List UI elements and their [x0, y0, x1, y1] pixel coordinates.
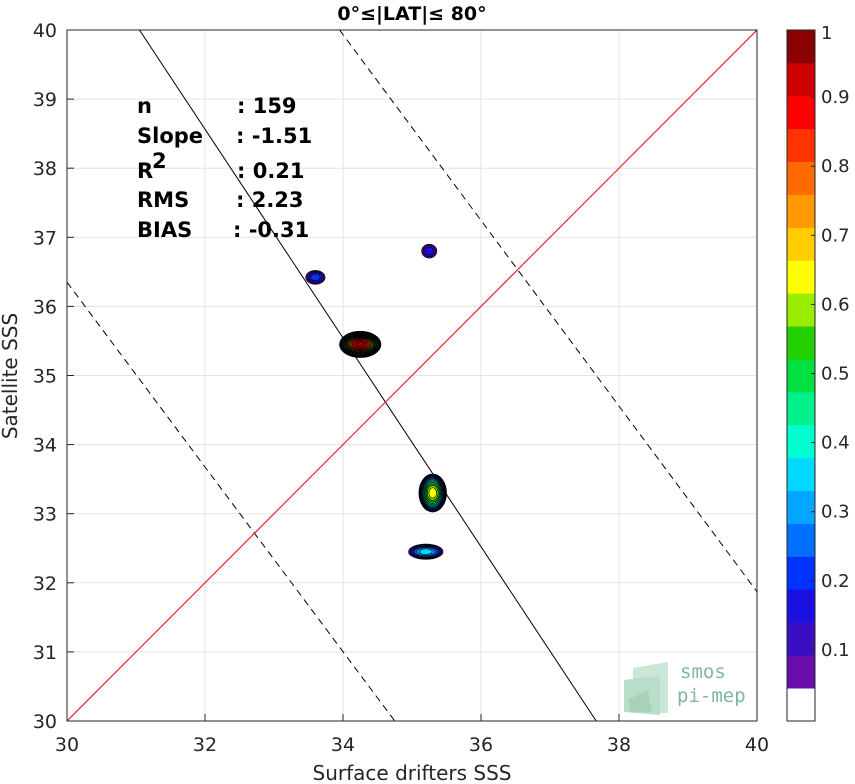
y-tick-label: 38 — [33, 158, 57, 180]
colorbar-segment — [787, 589, 815, 623]
colorbar-segment — [787, 622, 815, 656]
stat-label: n — [137, 94, 152, 118]
y-tick-label: 31 — [33, 642, 57, 664]
colorbar-segment — [787, 391, 815, 426]
colorbar-tick-label: 0.6 — [821, 294, 850, 315]
y-tick-label: 36 — [33, 296, 57, 318]
y-tick-label: 37 — [33, 227, 57, 249]
one-to-one-line — [67, 30, 757, 721]
y-axis-ticks: 30 31 32 33 34 35 36 37 38 39 40 — [33, 20, 74, 733]
colorbar-tick-label: 0.3 — [821, 502, 850, 523]
colorbar-segment — [787, 62, 815, 97]
smos-pimep-logo: smos pi-mep — [624, 661, 746, 715]
fit-upper-bound-line — [339, 30, 757, 593]
x-tick-label: 36 — [469, 734, 493, 756]
contour-level — [428, 487, 437, 499]
y-tick-label: 39 — [33, 89, 57, 111]
reference-lines — [67, 30, 757, 721]
colorbar-segment — [787, 655, 815, 689]
colorbar-segment — [787, 128, 815, 163]
colorbar-ticks: 0.1 0.2 0.3 0.4 0.5 0.6 0.7 0.8 0.9 1 — [811, 23, 850, 661]
colorbar-segment — [787, 194, 815, 228]
colorbar-segment — [787, 523, 815, 557]
colorbar-segment — [787, 293, 815, 327]
colorbar-tick-label: 0.5 — [821, 364, 850, 385]
x-axis-label: Surface drifters SSS — [313, 761, 512, 784]
colorbar-tick-label: 0.7 — [821, 225, 850, 246]
logo-text-line1: smos — [680, 661, 726, 683]
statistics-box: n : 159 Slope : -1.51 R2 : 0.21 RMS : 2.23 BIAS:… — [137, 94, 312, 242]
y-tick-label: 34 — [33, 435, 57, 457]
grid-lines — [66, 29, 758, 722]
x-tick-label: 40 — [745, 734, 769, 756]
stat-label: BIAS — [137, 218, 192, 242]
colorbar-segment — [787, 227, 815, 261]
contour-level — [310, 273, 321, 282]
colorbar-segment — [787, 326, 815, 360]
colorbar-tick-label: 1 — [821, 23, 832, 44]
logo-mark-icon — [624, 662, 668, 715]
y-tick-label: 32 — [33, 573, 57, 595]
density-cluster — [418, 473, 447, 513]
x-tick-label: 30 — [55, 734, 79, 756]
contour-level — [418, 548, 433, 555]
density-cluster — [339, 330, 382, 358]
colorbar-segment — [787, 424, 815, 459]
colorbar-segment — [787, 457, 815, 492]
colorbar-tick-label: 0.4 — [821, 433, 850, 454]
x-tick-label: 34 — [331, 734, 355, 756]
stat-label-superscript: 2 — [152, 149, 167, 173]
stat-value: : -1.51 — [236, 124, 312, 148]
x-tick-label: 38 — [607, 734, 631, 756]
density-cluster — [408, 543, 444, 560]
contour-level — [424, 246, 434, 256]
colorbar-tick-label: 0.8 — [821, 156, 850, 177]
density-cluster — [305, 270, 326, 285]
chart-title: 0°≤|LAT|≤ 80° — [337, 3, 486, 25]
colorbar-tick-label: 0.1 — [821, 640, 850, 661]
density-cluster — [421, 243, 438, 259]
fit-lower-bound-line — [67, 281, 396, 721]
stat-label: Slope — [137, 124, 203, 148]
stat-label: R — [137, 159, 153, 183]
y-tick-label: 30 — [33, 711, 57, 733]
colorbar-tick-label: 0.2 — [821, 571, 850, 592]
stat-value: : 2.23 — [236, 188, 304, 212]
colorbar-segment — [787, 556, 815, 590]
colorbar-segment — [787, 161, 815, 195]
contour-level — [355, 341, 366, 348]
regression-line — [139, 30, 597, 721]
y-tick-label: 33 — [33, 504, 57, 526]
colorbar-segment — [787, 260, 815, 294]
y-tick-label: 35 — [33, 366, 57, 388]
colorbar-segment — [787, 688, 815, 722]
x-axis-ticks: 30 32 34 36 38 40 — [55, 714, 769, 756]
colorbar-segment — [787, 359, 815, 393]
stat-value: : 159 — [237, 94, 297, 118]
colorbar-tick-label: 0.9 — [821, 87, 850, 108]
colorbar-segment — [787, 95, 815, 130]
colorbar-segment — [787, 30, 815, 64]
density-contours — [305, 243, 447, 560]
colorbar-segment — [787, 490, 815, 524]
y-axis-label: Satellite SSS — [0, 313, 22, 439]
logo-text-line2: pi-mep — [677, 685, 746, 707]
y-tick-label: 40 — [33, 20, 57, 42]
colorbar — [786, 29, 816, 722]
x-tick-label: 32 — [193, 734, 217, 756]
colorbar-frame — [786, 29, 816, 722]
stat-value: : -0.31 — [233, 218, 309, 242]
stat-value: : 0.21 — [237, 159, 305, 183]
stat-label: RMS — [137, 188, 189, 212]
